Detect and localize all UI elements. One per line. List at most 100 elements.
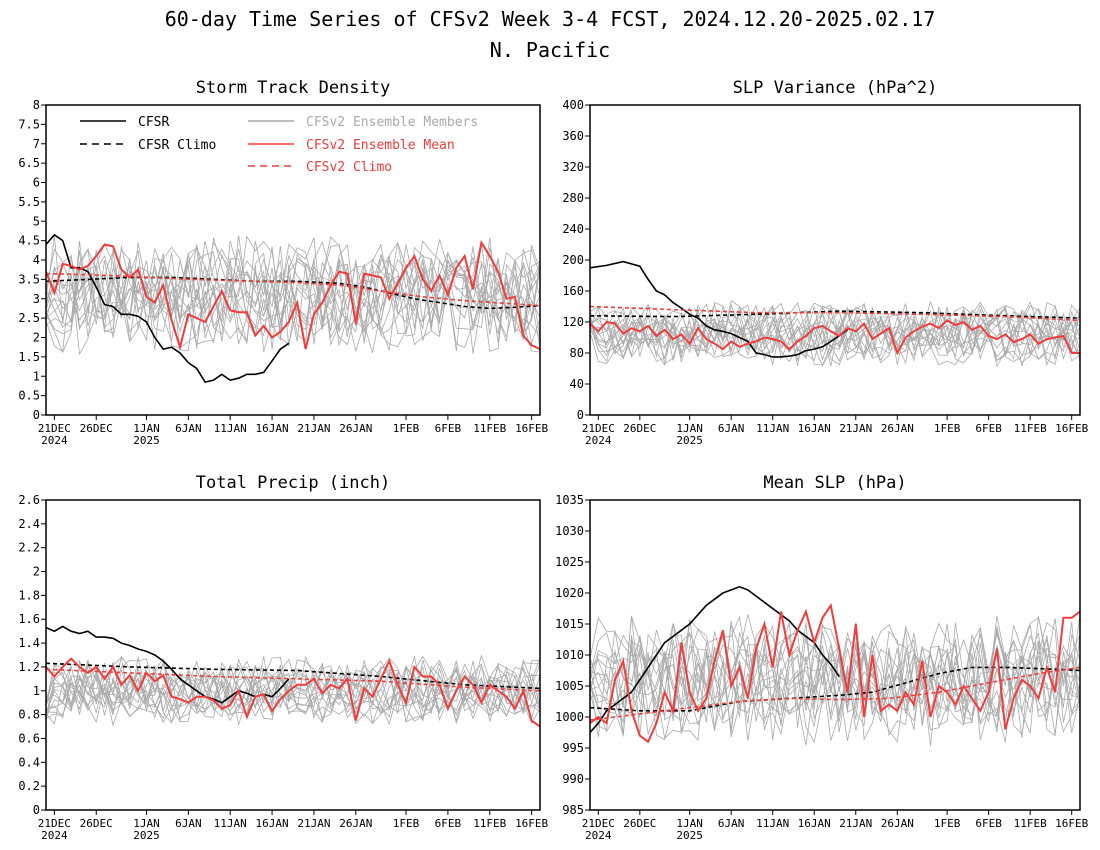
x-tick-label: 21JAN <box>839 422 872 435</box>
x-tick-label: 1JAN <box>133 422 160 435</box>
x-tick-label: 26DEC <box>80 422 113 435</box>
series-cfsr-line <box>46 233 290 384</box>
x-tick-label: 21JAN <box>297 422 330 435</box>
ensemble-member-line <box>46 240 540 348</box>
y-tick-label: 990 <box>562 772 584 786</box>
figure-subtitle: N. Pacific <box>490 38 610 62</box>
ensemble-member-line <box>46 246 540 351</box>
y-tick-label: 280 <box>562 191 584 205</box>
x-tick-label: 11FEB <box>1014 817 1047 830</box>
y-tick-label: 40 <box>570 377 584 391</box>
ensemble-member-line <box>46 658 540 722</box>
y-tick-label: 1.5 <box>18 350 40 364</box>
x-tick-sublabel: 2025 <box>133 434 160 447</box>
y-tick-label: 6 <box>33 176 40 190</box>
panel-2: SLP Variance (hPa^2) 0 40 80 120 160 200 240 280… <box>562 78 1088 447</box>
ensemble-member-line <box>46 236 540 349</box>
ensemble-member-line <box>590 305 1080 367</box>
x-tick-label: 1JAN <box>676 422 703 435</box>
y-tick-label: 0 <box>577 408 584 422</box>
panel-title: Total Precip (inch) <box>196 473 390 493</box>
y-tick-label: 2.4 <box>18 517 40 531</box>
y-tick-label: 1030 <box>555 524 584 538</box>
x-tick-label: 1FEB <box>393 422 420 435</box>
x-tick-label: 26JAN <box>881 422 914 435</box>
y-tick-label: 1000 <box>555 710 584 724</box>
x-tick-label: 21DEC <box>582 422 615 435</box>
ensemble-member-line <box>46 240 540 352</box>
x-tick-label: 21JAN <box>839 817 872 830</box>
y-tick-label: 3 <box>33 292 40 306</box>
legend-label: CFSv2 Ensemble Mean <box>306 138 455 153</box>
ensemble-member-line <box>590 617 1080 734</box>
y-tick-label: 3.5 <box>18 272 40 286</box>
ensemble-member-line <box>46 657 540 725</box>
x-tick-sublabel: 2024 <box>585 434 612 447</box>
y-tick-label: 2.5 <box>18 311 40 325</box>
ensemble-member-line <box>590 306 1080 365</box>
x-tick-label: 16FEB <box>515 422 548 435</box>
y-tick-label: 2 <box>33 565 40 579</box>
y-tick-label: 7.5 <box>18 117 40 131</box>
x-tick-sublabel: 2024 <box>585 829 612 842</box>
legend-label: CFSv2 Climo <box>306 160 392 175</box>
y-tick-label: 1025 <box>555 555 584 569</box>
ensemble-member-line <box>590 302 1080 365</box>
y-tick-label: 0.4 <box>18 755 40 769</box>
y-tick-label: 2.2 <box>18 541 40 555</box>
series-ens-mean-line <box>590 602 1080 744</box>
y-tick-label: 80 <box>570 346 584 360</box>
ensemble-member-line <box>46 655 540 727</box>
y-tick-label: 0 <box>33 803 40 817</box>
series-ens-mean-line <box>46 657 540 728</box>
legend-label: CFSv2 Ensemble Members <box>306 115 478 130</box>
ensemble-member-line <box>46 237 540 353</box>
y-tick-label: 1015 <box>555 617 584 631</box>
ensemble-member-line <box>46 244 540 349</box>
plot-frame <box>589 104 1081 416</box>
ensemble-member-line <box>590 613 1080 740</box>
panel-4: Mean SLP (hPa) 985 990 995 1000 1005 1010 1015 1… <box>555 473 1089 842</box>
x-tick-label: 11FEB <box>473 422 506 435</box>
y-tick-label: 1 <box>33 684 40 698</box>
x-tick-label: 6JAN <box>718 422 745 435</box>
series-cfsr-climo-line <box>590 666 1080 712</box>
x-tick-sublabel: 2024 <box>41 829 68 842</box>
x-tick-label: 11FEB <box>473 817 506 830</box>
x-tick-label: 6FEB <box>975 817 1002 830</box>
x-tick-label: 1FEB <box>393 817 420 830</box>
ensemble-member-line <box>590 619 1080 746</box>
y-tick-label: 1.2 <box>18 660 40 674</box>
x-tick-label: 26JAN <box>339 422 372 435</box>
x-tick-label: 11JAN <box>214 422 247 435</box>
ensemble-member-line <box>46 654 540 723</box>
ensemble-member-line <box>590 303 1080 368</box>
y-tick-label: 985 <box>562 803 584 817</box>
y-tick-label: 0.5 <box>18 389 40 403</box>
plot-frame <box>45 499 541 811</box>
x-tick-label: 26JAN <box>881 817 914 830</box>
x-tick-label: 11FEB <box>1014 422 1047 435</box>
x-tick-label: 6JAN <box>175 422 202 435</box>
series-cfsv2-climo-line <box>590 305 1080 322</box>
y-tick-label: 4.5 <box>18 234 40 248</box>
figure-title: 60-day Time Series of CFSv2 Week 3-4 FCS… <box>165 7 936 31</box>
x-tick-label: 26DEC <box>623 422 656 435</box>
y-tick-label: 320 <box>562 160 584 174</box>
panels-group: Storm Track Density 0 0.5 1 1.5 2 2.5 3 3.5 4 4.5 5… <box>18 78 1088 842</box>
x-tick-sublabel: 2025 <box>676 829 703 842</box>
x-tick-label: 21DEC <box>38 817 71 830</box>
y-tick-label: 2 <box>33 331 40 345</box>
y-tick-label: 400 <box>562 98 584 112</box>
plot-area <box>46 625 540 728</box>
x-tick-label: 11JAN <box>756 817 789 830</box>
ensemble-member-line <box>46 656 540 725</box>
x-tick-label: 1FEB <box>934 422 961 435</box>
legend-label: CFSR Climo <box>138 138 216 153</box>
x-tick-label: 11JAN <box>756 422 789 435</box>
x-tick-label: 16JAN <box>798 422 831 435</box>
y-tick-label: 1005 <box>555 679 584 693</box>
x-tick-label: 16JAN <box>256 422 289 435</box>
y-tick-label: 7 <box>33 137 40 151</box>
